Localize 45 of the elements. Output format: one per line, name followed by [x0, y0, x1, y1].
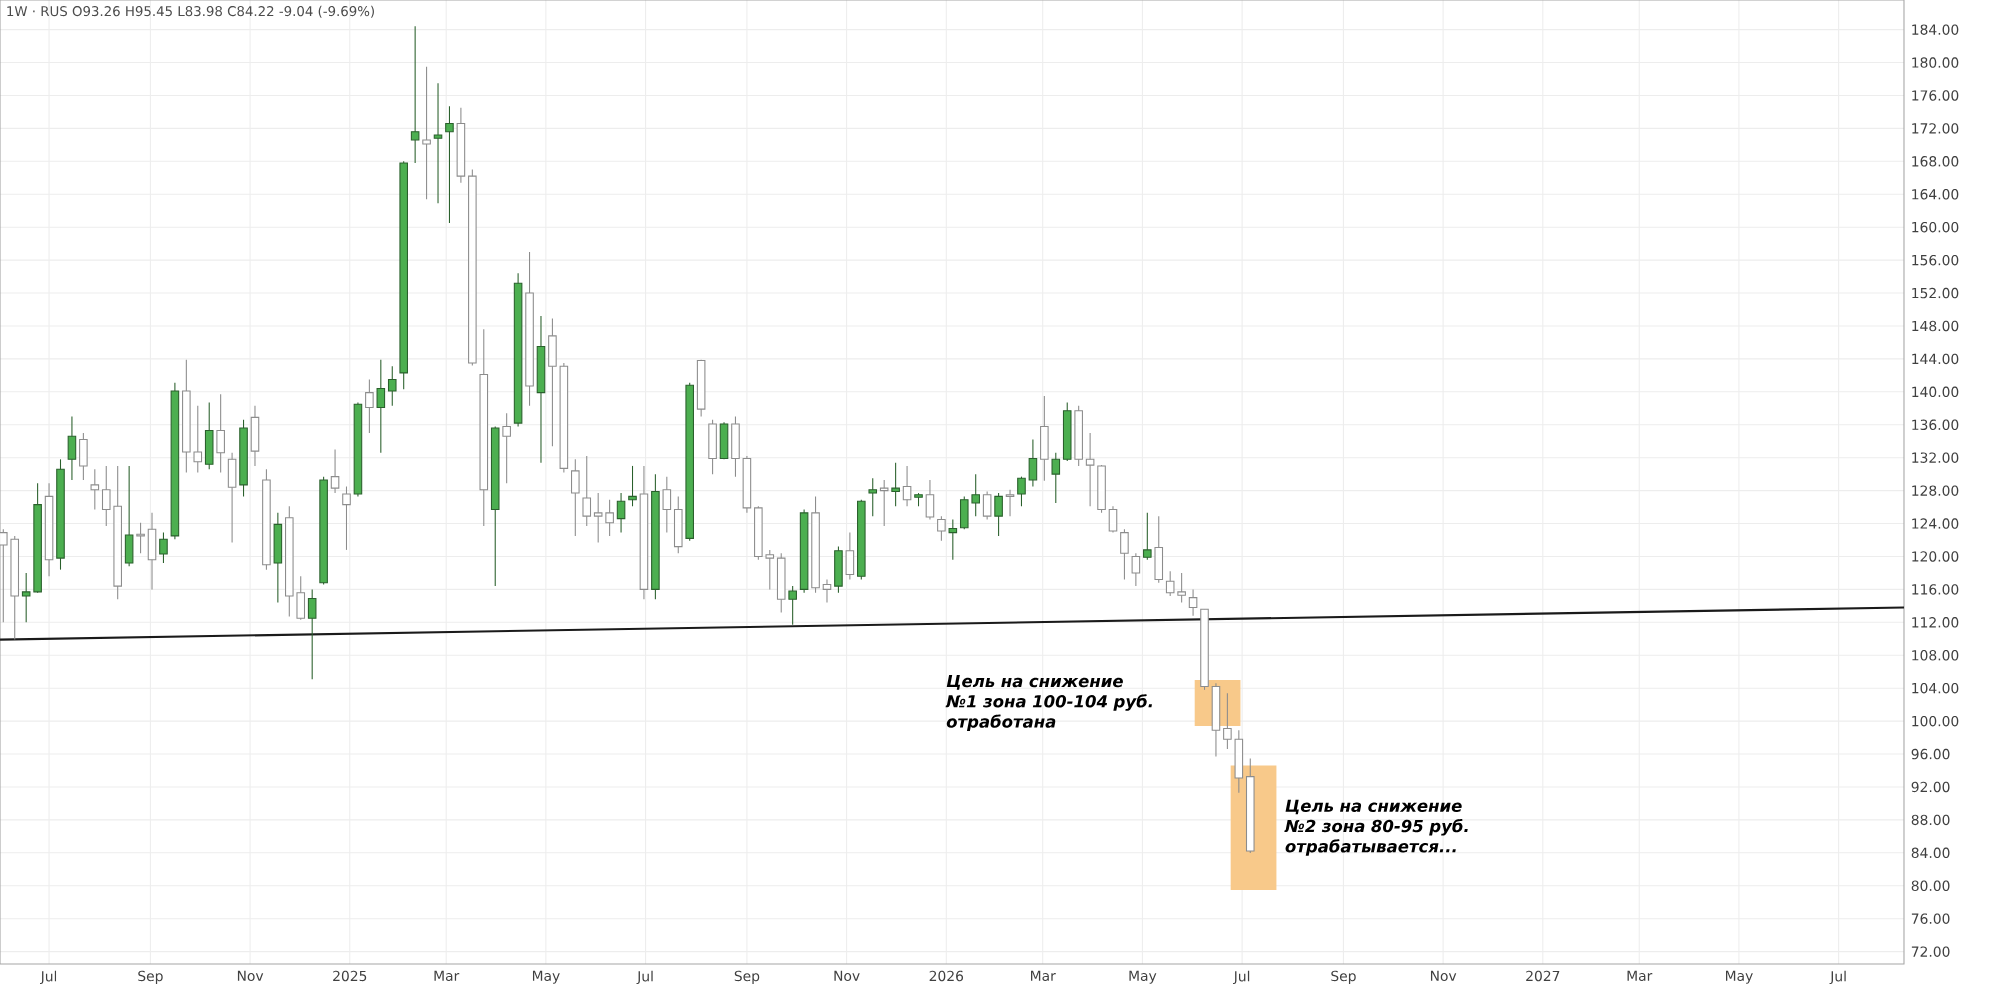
candlestick	[410, 25, 420, 164]
candlestick	[982, 490, 992, 520]
candlestick	[79, 432, 88, 481]
candlestick	[273, 512, 283, 604]
candlestick	[433, 82, 443, 204]
candlestick	[342, 485, 351, 551]
candlestick	[948, 518, 958, 561]
candlestick	[994, 492, 1003, 537]
candlestick	[227, 452, 237, 544]
candlestick	[616, 492, 626, 534]
candlestick	[708, 419, 717, 475]
candlestick	[159, 532, 168, 564]
candlestick	[891, 462, 900, 507]
candlestick	[1188, 588, 1198, 617]
candlestick	[1005, 489, 1015, 517]
candlestick	[879, 479, 889, 527]
candlestick	[937, 515, 946, 542]
candlestick	[868, 477, 878, 517]
candlestick	[834, 546, 843, 594]
candlestick	[571, 458, 580, 537]
candlestick	[925, 479, 935, 520]
candlestick	[536, 315, 546, 464]
annotation: Цель на снижение №1 зона 100-104 руб. отработана	[945, 675, 1152, 732]
candlestick	[67, 415, 77, 481]
candlestick	[445, 105, 454, 224]
candlestick	[902, 465, 912, 507]
candlestick	[719, 421, 729, 460]
candlestick	[788, 585, 797, 626]
candlestick	[628, 465, 637, 507]
candlestick	[250, 405, 260, 467]
candlestick	[1131, 552, 1141, 587]
candlestick	[216, 393, 225, 474]
candlestick	[502, 412, 511, 484]
candlestick	[307, 588, 317, 680]
candlestick	[422, 66, 431, 200]
candlestick	[1143, 512, 1152, 561]
candlestick	[845, 532, 855, 581]
candlestick	[1120, 528, 1129, 581]
candlestick	[124, 465, 134, 567]
candlestick	[1040, 395, 1049, 482]
annotation: Цель на снижение №2 зона 80-95 руб. отрабатывается...	[1284, 799, 1468, 856]
candlestick	[1154, 515, 1164, 584]
candlestick	[330, 448, 340, 494]
candlestick	[365, 378, 374, 434]
candlestick	[204, 401, 214, 470]
